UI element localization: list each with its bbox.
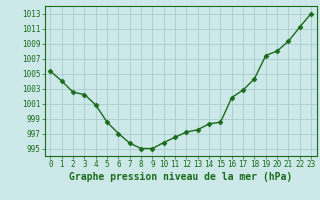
- X-axis label: Graphe pression niveau de la mer (hPa): Graphe pression niveau de la mer (hPa): [69, 172, 292, 182]
